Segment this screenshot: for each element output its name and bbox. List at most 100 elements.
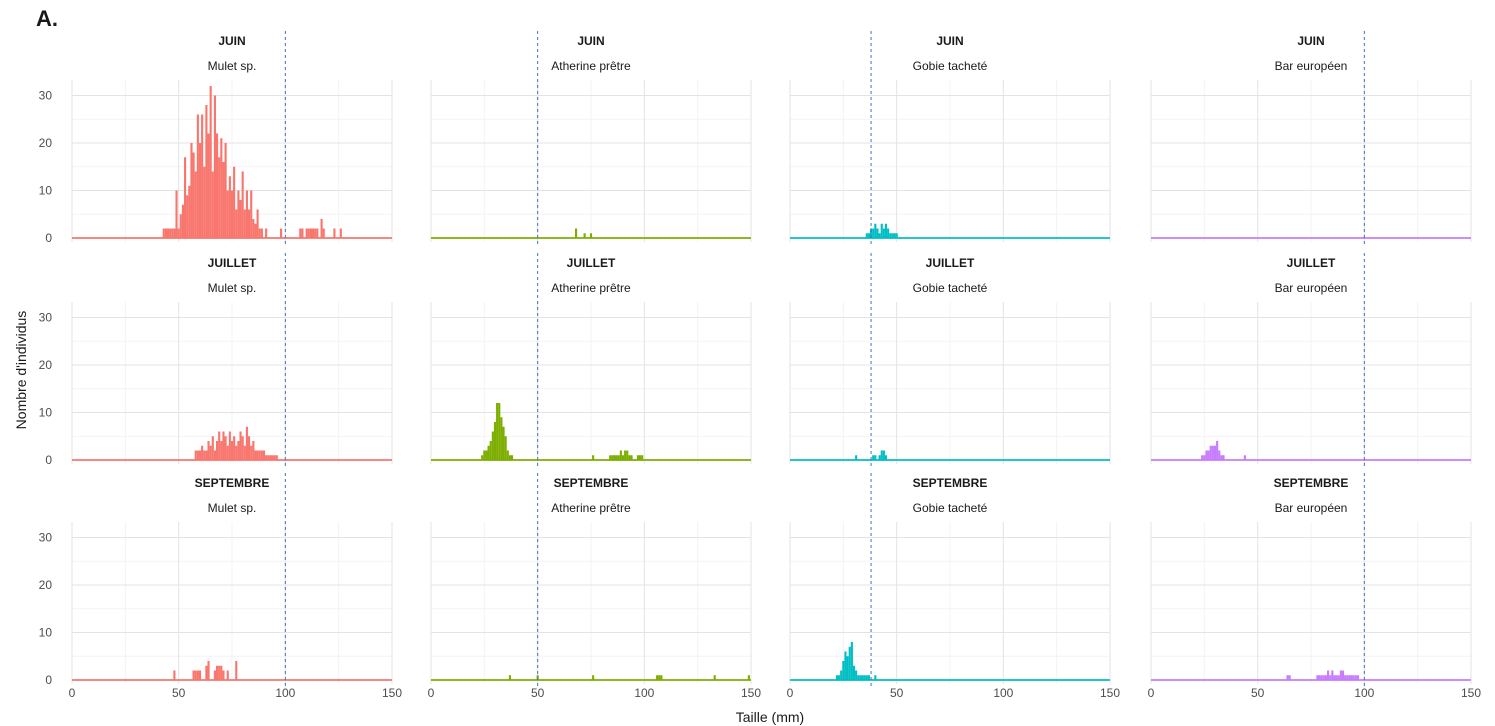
facet-species-label: Atherine prêtre [551, 59, 631, 73]
facet-species-label: Bar européen [1275, 501, 1348, 515]
histogram-bar [506, 450, 509, 460]
histogram-bar [1348, 675, 1351, 680]
histogram-bar [848, 646, 851, 680]
histogram-bar [1201, 455, 1204, 460]
histogram-bar [237, 441, 240, 460]
histogram-bar [184, 157, 187, 238]
histogram-bar [1329, 675, 1332, 680]
histogram-bar [211, 171, 214, 238]
histogram-bar [846, 656, 849, 680]
histogram-bar [256, 209, 259, 238]
histogram-bar [230, 441, 234, 460]
histogram-bar [222, 162, 225, 238]
histogram-bar [842, 661, 845, 680]
histogram-bar [1337, 675, 1340, 680]
histogram-bar [233, 166, 236, 238]
histogram-bar [508, 675, 511, 680]
histogram-bar [201, 445, 204, 460]
histogram-bar [220, 138, 223, 238]
histogram-bar [188, 185, 191, 238]
histogram-bar [275, 455, 278, 460]
histogram-bar [1333, 675, 1336, 680]
histogram-bar [196, 670, 199, 680]
histogram-bar [850, 642, 853, 680]
histogram-bar [641, 455, 644, 460]
facet-panel: SEPTEMBRE Gobie tacheté 0 50 100 150 [787, 473, 1120, 700]
histogram-bar [1286, 675, 1289, 680]
histogram-bar [658, 675, 661, 680]
histogram-bar [639, 455, 642, 460]
histogram-bar [280, 228, 283, 238]
facet-panel: JUILLET Gobie tacheté [789, 253, 1111, 466]
histogram-bar [493, 422, 497, 460]
histogram-bar [1350, 675, 1353, 680]
histogram-bar [844, 651, 847, 680]
histogram-bar [660, 675, 663, 680]
histogram-bar [224, 436, 227, 460]
y-tick-label: 10 [39, 626, 53, 640]
histogram-bar [835, 675, 838, 680]
x-axis-title: Taille (mm) [736, 709, 804, 725]
histogram-bar [609, 455, 612, 460]
histogram-bar [1216, 441, 1219, 460]
facet-month-label: JUILLET [1287, 256, 1336, 270]
histogram-bar [207, 133, 210, 238]
histogram-bar [852, 665, 856, 680]
histogram-bar [855, 670, 858, 680]
histogram-bar [619, 450, 622, 460]
histogram-bar [258, 450, 261, 460]
histogram-bar [307, 228, 310, 238]
histogram-bar [859, 675, 862, 680]
histogram-bar [224, 143, 227, 238]
histogram-bar [865, 233, 868, 238]
histogram-bar [248, 209, 251, 238]
histogram-bar [504, 436, 507, 460]
y-tick-label: 0 [45, 231, 52, 245]
histogram-bar [241, 436, 244, 460]
histogram-bar [220, 441, 223, 460]
histogram-bar [1205, 450, 1208, 460]
histogram-bar [1327, 670, 1330, 680]
histogram-bar [312, 228, 315, 238]
histogram-bar [226, 670, 229, 680]
facet-panel: SEPTEMBRE Mulet sp. 0 10 20 30 0 50 100 150 [39, 473, 402, 700]
facet-month-label: JUIN [218, 34, 245, 48]
histogram-bar [269, 455, 272, 460]
histogram-bar [880, 223, 883, 238]
histogram-bar [220, 665, 223, 680]
histogram-bar [252, 219, 255, 238]
y-tick-label: 20 [39, 578, 53, 592]
histogram-bar [226, 445, 229, 460]
histogram-bar [254, 223, 257, 238]
histogram-bar [198, 670, 202, 680]
histogram-bar [258, 228, 261, 238]
histogram-bar [872, 455, 875, 460]
histogram-bar [273, 455, 276, 460]
y-tick-label: 30 [39, 311, 53, 325]
histogram-bar [867, 675, 870, 680]
histogram-bar [713, 675, 716, 680]
x-tick-label: 0 [1148, 686, 1155, 700]
histogram-bar [198, 450, 202, 460]
y-tick-label: 20 [39, 136, 53, 150]
histogram-bar [867, 233, 870, 238]
histogram-bar [1207, 450, 1210, 460]
histogram-bar [181, 204, 184, 238]
histogram-bar [857, 675, 860, 680]
histogram-bar [878, 233, 881, 238]
histogram-bar [194, 670, 197, 680]
histogram-bar [173, 228, 176, 238]
facet-month-label: JUILLET [567, 256, 616, 270]
histogram-bar [613, 455, 616, 460]
histogram-bar [201, 114, 204, 238]
histogram-bar [1320, 675, 1323, 680]
histogram-bar [230, 190, 234, 238]
figure-label: A. [36, 6, 58, 31]
x-tick-label: 50 [172, 686, 186, 700]
histogram-bar [747, 675, 750, 680]
histogram-bar [636, 455, 639, 460]
histogram-bar [1318, 675, 1321, 680]
facet-month-label: JUILLET [208, 256, 257, 270]
histogram-bar [216, 665, 219, 680]
